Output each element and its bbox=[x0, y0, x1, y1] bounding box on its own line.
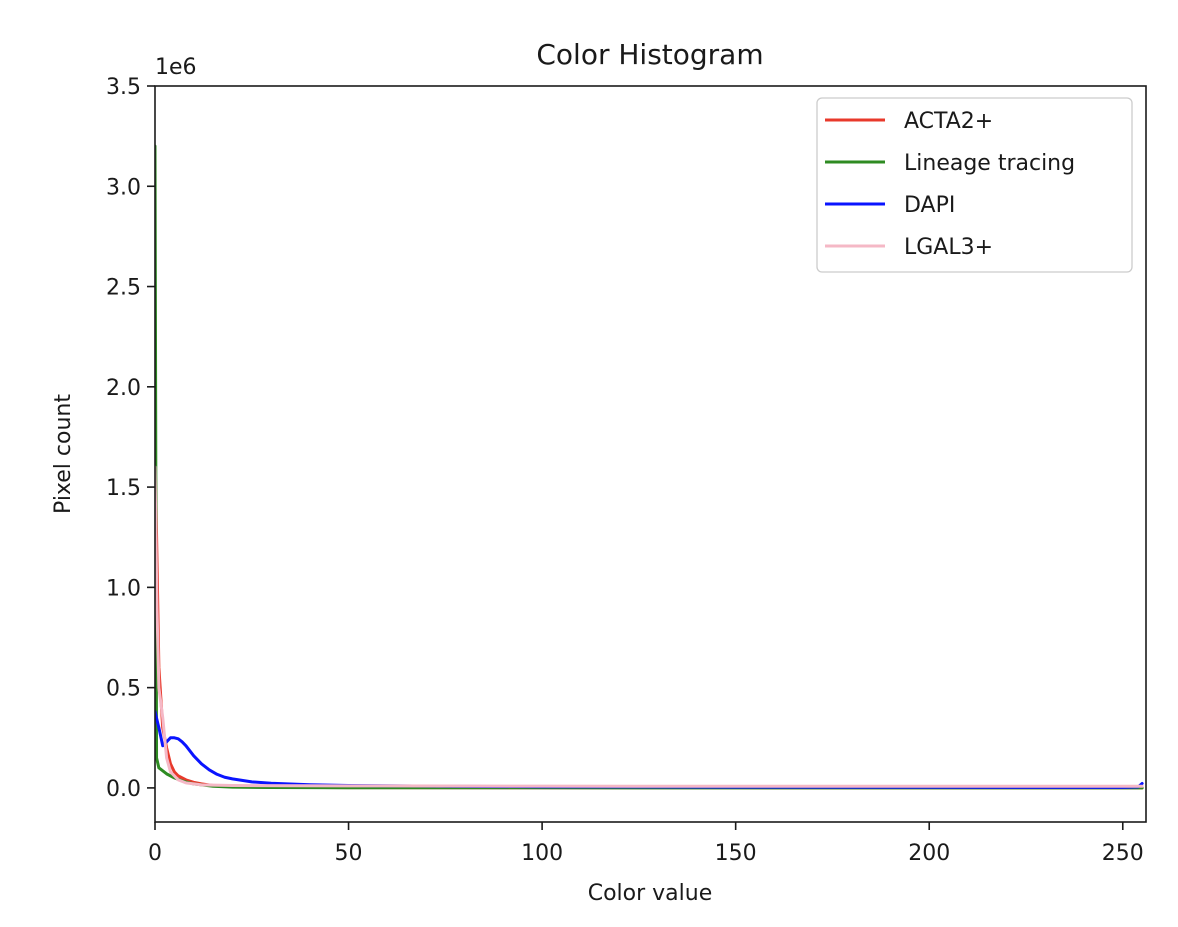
y-axis: 0.0 0.5 1.0 1.5 2.0 2.5 3.0 3.5 bbox=[106, 75, 155, 802]
series-group bbox=[155, 144, 1144, 790]
y-tick-label: 2.0 bbox=[106, 376, 141, 401]
x-tick-label: 50 bbox=[335, 841, 363, 866]
legend: ACTA2+ Lineage tracing DAPI LGAL3+ bbox=[816, 97, 1133, 273]
legend-label: ACTA2+ bbox=[904, 109, 993, 134]
y-tick-label: 3.5 bbox=[106, 75, 141, 100]
y-tick-label: 2.5 bbox=[106, 276, 141, 301]
series-line-0 bbox=[155, 445, 1144, 790]
legend-box bbox=[816, 97, 1133, 273]
y-tick-label: 0.0 bbox=[106, 777, 141, 802]
x-tick-label: 0 bbox=[148, 841, 162, 866]
y-tick-label: 1.5 bbox=[106, 476, 141, 501]
x-tick-label: 250 bbox=[1102, 841, 1144, 866]
x-tick-label: 100 bbox=[521, 841, 563, 866]
legend-label: DAPI bbox=[904, 193, 955, 218]
series-line-2 bbox=[155, 710, 1144, 789]
y-tick-label: 0.5 bbox=[106, 677, 141, 702]
x-axis: 0 50 100 150 200 250 bbox=[148, 822, 1144, 866]
y-offset-text: 1e6 bbox=[155, 55, 197, 80]
y-tick-label: 1.0 bbox=[106, 576, 141, 601]
legend-label: Lineage tracing bbox=[904, 151, 1075, 176]
x-axis-label: Color value bbox=[588, 881, 713, 906]
y-tick-label: 3.0 bbox=[106, 175, 141, 200]
y-axis-label: Pixel count bbox=[51, 394, 76, 514]
x-tick-label: 150 bbox=[715, 841, 757, 866]
plot-area-frame bbox=[154, 85, 1147, 823]
series-line-3 bbox=[155, 465, 1144, 788]
x-tick-label: 200 bbox=[908, 841, 950, 866]
legend-label: LGAL3+ bbox=[904, 235, 993, 260]
chart-title: Color Histogram bbox=[536, 38, 763, 71]
